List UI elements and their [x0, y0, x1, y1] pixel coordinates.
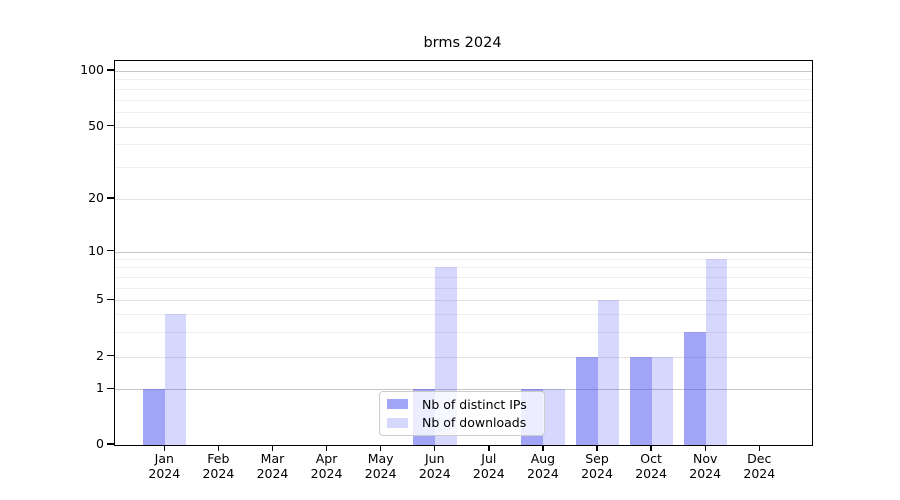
legend: Nb of distinct IPs Nb of downloads: [379, 391, 545, 436]
legend-item-ips: Nb of distinct IPs: [387, 397, 544, 412]
gridline-minor: [115, 276, 812, 278]
y-tick-label: 10: [88, 242, 104, 258]
gridline-minor: [115, 259, 812, 261]
gridline-minor: [115, 112, 812, 114]
x-tick-mark: [217, 445, 220, 451]
legend-label-downloads: Nb of downloads: [422, 415, 527, 431]
y-tick-mark: [107, 355, 114, 357]
gridline-minor: [115, 79, 812, 81]
gridline-major: [115, 251, 812, 253]
bar-distinct-ips: [575, 356, 598, 445]
legend-swatch-downloads: [387, 417, 408, 428]
x-tick-mark: [542, 445, 544, 451]
x-tick-mark: [758, 445, 760, 451]
x-tick-label-jun: Jun 2024: [418, 451, 451, 481]
gridline-major: [115, 356, 812, 358]
x-tick-label-oct: Oct 2024: [635, 451, 668, 481]
bar-distinct-ips: [683, 331, 706, 445]
chart-title: brms 2024: [423, 35, 502, 51]
x-tick-mark: [434, 445, 436, 451]
gridline-minor: [115, 267, 812, 269]
gridline-minor: [115, 88, 812, 90]
x-tick-mark: [163, 445, 165, 451]
y-tick-label: 100: [80, 61, 104, 77]
legend-item-downloads: Nb of downloads: [387, 415, 544, 430]
x-tick-mark: [325, 445, 328, 451]
y-tick-label: 2: [96, 347, 104, 363]
bar-downloads: [651, 356, 674, 445]
gridline-minor: [115, 314, 812, 316]
y-tick-mark: [107, 443, 114, 445]
gridline-minor: [115, 287, 812, 289]
gridline-minor: [115, 99, 812, 101]
x-tick-label-apr: Apr 2024: [310, 451, 343, 481]
x-tick-label-aug: Aug 2024: [527, 451, 559, 481]
gridline-major: [115, 389, 812, 391]
bar-downloads: [543, 389, 565, 445]
bar-downloads: [164, 314, 187, 445]
x-tick-mark: [488, 445, 490, 451]
gridline-major: [115, 300, 812, 302]
x-tick-label-dec: Dec 2024: [743, 451, 776, 481]
y-tick-label: 20: [88, 190, 104, 205]
x-tick-mark: [596, 445, 598, 451]
gridline-major: [115, 70, 812, 72]
gridline-major: [115, 126, 812, 128]
y-tick-mark: [107, 69, 114, 71]
x-tick-mark: [379, 445, 382, 451]
x-tick-label-nov: Nov 2024: [689, 451, 722, 481]
legend-label-ips: Nb of distinct IPs: [422, 396, 527, 412]
y-tick-label: 1: [96, 380, 104, 396]
y-tick-label: 5: [96, 291, 104, 307]
x-tick-mark: [704, 445, 706, 451]
bar-downloads: [705, 259, 728, 445]
gridline-minor: [115, 167, 812, 168]
legend-swatch-ips: [387, 399, 408, 410]
bar-distinct-ips: [629, 356, 652, 445]
x-tick-mark: [650, 445, 652, 451]
x-tick-label-sep: Sep 2024: [581, 451, 613, 481]
y-tick-mark: [107, 125, 114, 127]
bar-distinct-ips: [142, 389, 165, 445]
y-tick-mark: [107, 298, 114, 300]
y-tick-label: 0: [96, 436, 104, 451]
x-tick-label-jan: Jan 2024: [148, 451, 181, 481]
gridline-minor: [115, 144, 812, 146]
plot-area: Nb of distinct IPs Nb of downloads: [114, 60, 813, 446]
x-tick-mark: [271, 445, 274, 451]
y-tick-mark: [107, 249, 114, 252]
x-tick-label-jul: Jul 2024: [472, 451, 505, 481]
y-tick-label: 50: [88, 117, 104, 133]
x-tick-label-may: May 2024: [364, 451, 397, 481]
bar-downloads: [597, 300, 620, 445]
x-tick-label-mar: Mar 2024: [256, 451, 289, 481]
gridline-major: [115, 199, 812, 200]
y-tick-mark: [107, 387, 114, 389]
gridline-minor: [115, 331, 812, 333]
y-tick-mark: [107, 197, 114, 199]
x-tick-label-feb: Feb 2024: [202, 451, 235, 481]
